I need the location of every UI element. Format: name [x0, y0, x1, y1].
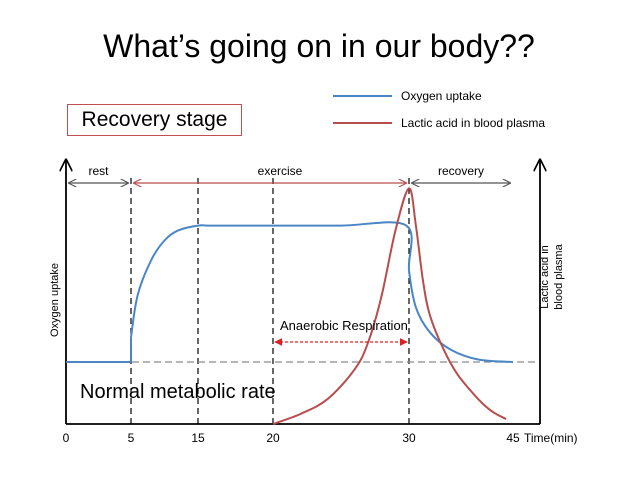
x-tick-label: 5: [128, 431, 135, 445]
x-tick-label: 45: [506, 431, 520, 445]
x-tick-label: 30: [402, 431, 416, 445]
y-axis-label-right-line2: blood plasma: [553, 243, 565, 309]
legend: Oxygen uptake Lactic acid in blood plasm…: [333, 89, 545, 130]
phase-label-rest: rest: [88, 164, 109, 178]
x-tick-labels: 0 5 15 20 30 45: [63, 431, 520, 445]
phase-arrows: rest exercise recovery: [69, 164, 510, 183]
y-axis-label-right-line1: Lactic acid in: [539, 245, 551, 309]
phase-label-recovery: recovery: [438, 164, 484, 178]
page-title: What’s going on in our body??: [103, 28, 535, 64]
x-tick-label: 20: [266, 431, 280, 445]
x-tick-label: 15: [191, 431, 205, 445]
series-line-oxygen-uptake: [65, 221, 514, 364]
stage-label: Recovery stage: [67, 104, 242, 136]
phase-lines: [130, 178, 410, 424]
normal-metabolic-label: Normal metabolic rate: [80, 381, 276, 403]
legend-label-oxygen: Oxygen uptake: [401, 89, 482, 103]
y-axis-label-left: Oxygen uptake: [49, 263, 61, 337]
anaerobic-label: Anaerobic Respiration: [280, 318, 408, 333]
series-line-lactic-acid: [272, 187, 507, 425]
legend-label-lactic: Lactic acid in blood plasma: [401, 116, 545, 130]
x-axis-label: Time(min): [524, 431, 578, 445]
phase-label-exercise: exercise: [258, 164, 303, 178]
x-tick-label: 0: [63, 431, 70, 445]
